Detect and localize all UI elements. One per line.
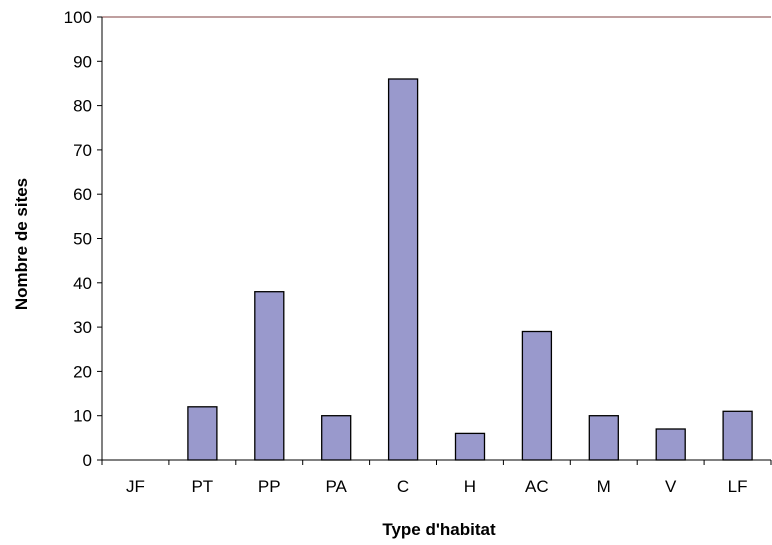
x-tick-label: PP: [258, 477, 281, 496]
bar-v: [655, 428, 686, 461]
bar-m: [588, 415, 619, 461]
x-tick-label: PT: [191, 477, 213, 496]
x-axis: JF PT PP PA C H AC M V LF: [101, 459, 772, 496]
bar-pt: [187, 406, 218, 461]
bar-lf: [722, 410, 753, 461]
bar-c: [387, 78, 419, 461]
y-axis: 0 10 20 30 40 50 60 70 80 90 100: [64, 8, 103, 470]
y-tick-label: 0: [83, 451, 92, 470]
bar-h: [454, 432, 486, 461]
bar-pp: [254, 291, 285, 461]
x-tick-label: AC: [525, 477, 549, 496]
y-tick-label: 50: [73, 230, 92, 249]
y-tick-label: 90: [73, 52, 92, 71]
y-tick-label: 40: [73, 274, 92, 293]
x-tick-label: M: [597, 477, 611, 496]
x-tick-label: C: [397, 477, 409, 496]
x-tick-label: LF: [728, 477, 748, 496]
y-axis-title: Nombre de sites: [12, 178, 31, 310]
bar-pa: [321, 415, 352, 461]
y-tick-label: 80: [73, 97, 92, 116]
x-tick-label: PA: [325, 477, 347, 496]
x-tick-label: JF: [126, 477, 145, 496]
y-tick-label: 20: [73, 362, 92, 381]
y-tick-label: 60: [73, 185, 92, 204]
bars: [187, 78, 753, 461]
y-tick-label: 10: [73, 407, 92, 426]
bar-ac: [521, 330, 553, 461]
y-tick-label: 70: [73, 141, 92, 160]
y-tick-label: 100: [64, 8, 92, 27]
x-tick-label: H: [464, 477, 476, 496]
y-tick-label: 30: [73, 318, 92, 337]
x-tick-label: V: [665, 477, 677, 496]
x-axis-title: Type d'habitat: [382, 520, 496, 539]
